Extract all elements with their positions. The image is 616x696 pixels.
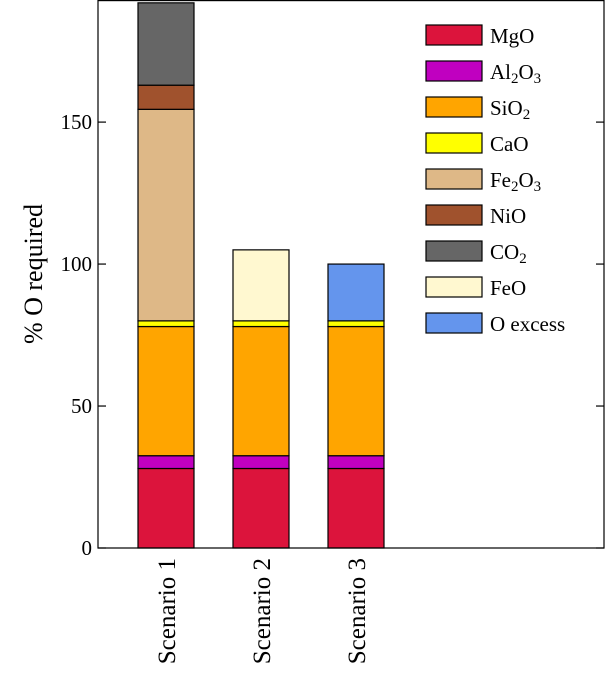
y-axis-ticks: 0 50 100 150 bbox=[61, 110, 604, 560]
bar-segment-al2o3-scenario-3 bbox=[327, 455, 385, 470]
legend-swatch-cao bbox=[425, 132, 483, 154]
legend-label-o-excess: O excess bbox=[490, 312, 565, 336]
y-tick-label: 150 bbox=[61, 110, 93, 134]
bar-segment-mgo-scenario-2 bbox=[232, 467, 290, 549]
y-tick-label: 0 bbox=[82, 536, 93, 560]
y-tick-label: 100 bbox=[61, 252, 93, 276]
legend-label-mgo: MgO bbox=[490, 24, 534, 48]
bar-segment-nio-scenario-1 bbox=[137, 84, 195, 110]
plot-area-frame bbox=[97, 0, 605, 549]
legend-label-fe2o3: Fe2O3 bbox=[490, 168, 541, 195]
bar-segment-al2o3-scenario-2 bbox=[232, 455, 290, 470]
legend-label-al2o3: Al2O3 bbox=[490, 60, 541, 87]
legend-swatch-o-excess bbox=[425, 312, 483, 334]
bar-segment-sio2-scenario-2 bbox=[232, 325, 290, 457]
y-tick-label: 50 bbox=[71, 394, 92, 418]
bar-segment-al2o3-scenario-1 bbox=[137, 455, 195, 470]
x-category-label: Scenario 2 bbox=[249, 558, 276, 664]
bar-segment-cao-scenario-3 bbox=[327, 320, 385, 328]
bar-segment-co2-scenario-1 bbox=[137, 2, 195, 86]
legend-label-cao: CaO bbox=[490, 132, 529, 156]
y-axis-label: % O required bbox=[19, 204, 48, 344]
bar-segment-sio2-scenario-3 bbox=[327, 325, 385, 457]
bar-segment-sio2-scenario-1 bbox=[137, 325, 195, 457]
bar-segment-mgo-scenario-1 bbox=[137, 467, 195, 549]
x-category-label: Scenario 1 bbox=[154, 558, 181, 664]
bar-segment-cao-scenario-2 bbox=[232, 320, 290, 328]
legend-swatch-nio bbox=[425, 204, 483, 226]
bar-segment-cao-scenario-1 bbox=[137, 320, 195, 328]
bar-segment-mgo-scenario-3 bbox=[327, 467, 385, 549]
bar-stacks bbox=[137, 2, 385, 549]
legend-swatch-sio2 bbox=[425, 96, 483, 118]
legend-swatch-feo bbox=[425, 276, 483, 298]
legend-swatch-fe2o3 bbox=[425, 168, 483, 190]
legend-label-nio: NiO bbox=[490, 204, 526, 228]
legend-swatch-mgo bbox=[425, 24, 483, 46]
x-axis-category-labels: Scenario 1 Scenario 2 Scenario 3 bbox=[154, 558, 371, 664]
bar-segment-fe2o3-scenario-1 bbox=[137, 108, 195, 322]
legend: MgO Al2O3 SiO2 CaO Fe2O3 NiO CO2 FeO O excess bbox=[425, 24, 565, 336]
x-category-label: Scenario 3 bbox=[344, 558, 371, 664]
bar-segment-feo-scenario-2 bbox=[232, 249, 290, 322]
legend-swatch-co2 bbox=[425, 240, 483, 262]
legend-swatch-al2o3 bbox=[425, 60, 483, 82]
bar-segment-o-excess-scenario-3 bbox=[327, 263, 385, 322]
legend-label-sio2: SiO2 bbox=[490, 96, 530, 123]
legend-label-co2: CO2 bbox=[490, 240, 527, 267]
legend-label-feo: FeO bbox=[490, 276, 526, 300]
